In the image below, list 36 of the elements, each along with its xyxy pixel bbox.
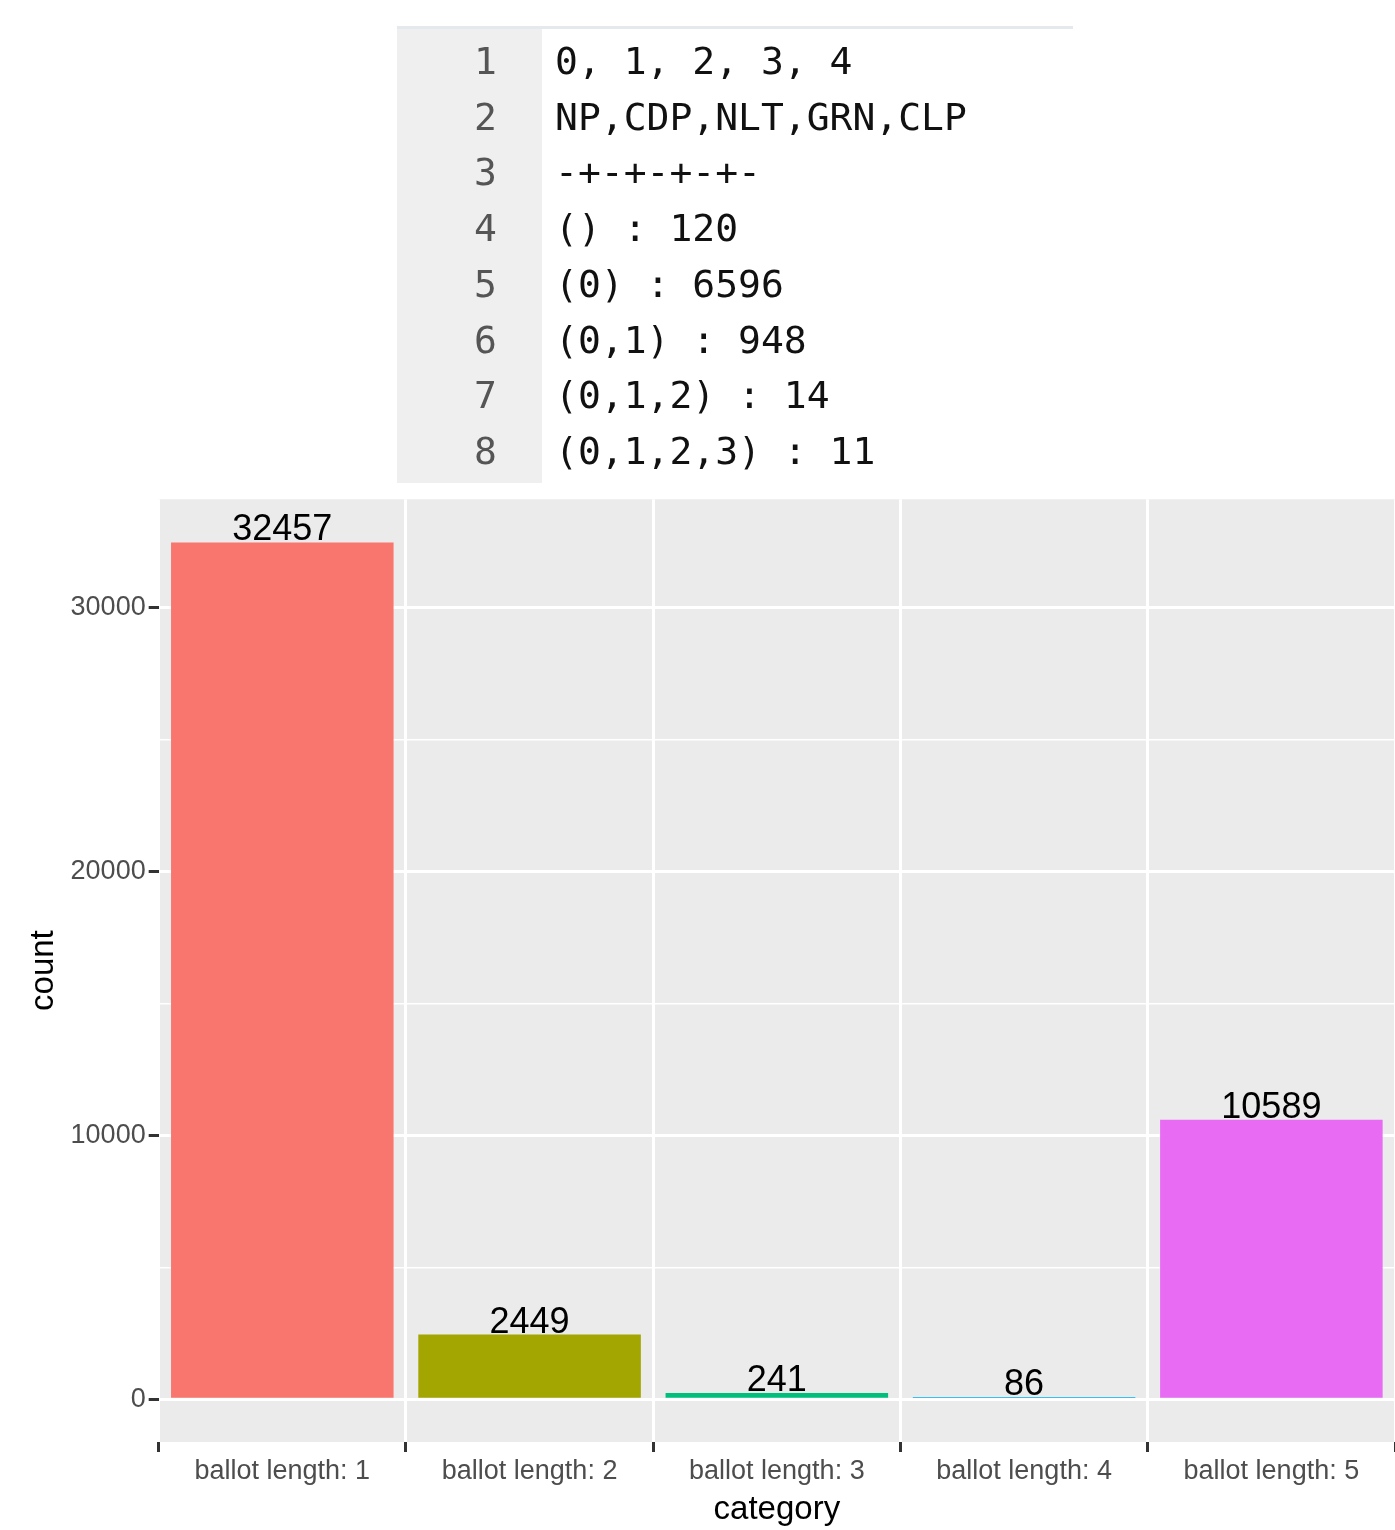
x-tick-label: ballot length: 5: [1183, 1454, 1360, 1485]
text: (0,1,2,3) : 11: [555, 428, 876, 473]
x-tick-label: ballot length: 4: [936, 1454, 1112, 1485]
text: 1: [473, 39, 497, 83]
text: (0) : 6596: [555, 261, 784, 306]
text: 3: [473, 150, 497, 195]
data-label: 10589: [1221, 1084, 1322, 1126]
text: 2: [473, 94, 497, 139]
y-axis-title: count: [22, 930, 60, 1011]
y-tick-label: 30000: [70, 590, 146, 621]
text: (0,1,2) : 14: [555, 373, 830, 418]
text: () : 120: [555, 206, 739, 251]
data-label: 241: [746, 1357, 807, 1399]
text: (0,1) : 948: [555, 317, 807, 362]
text: 7: [473, 373, 497, 418]
data-label: 32457: [232, 507, 333, 549]
bar: [171, 542, 394, 1398]
x-tick-label: ballot length: 3: [689, 1454, 865, 1485]
text: 8: [473, 428, 497, 473]
data-label: 86: [1004, 1361, 1045, 1403]
data-label: 2449: [489, 1299, 570, 1341]
text: 5: [473, 261, 497, 306]
x-tick-label: ballot length: 2: [441, 1454, 618, 1485]
text: 0, 1, 2, 3, 4: [555, 39, 853, 83]
x-axis-title: category: [713, 1489, 841, 1527]
x-tick-label: ballot length: 1: [194, 1454, 371, 1485]
bar: [418, 1334, 641, 1398]
text: -+-+-+-+-: [555, 150, 761, 195]
bar: [665, 1392, 889, 1398]
bar: [1160, 1119, 1383, 1398]
text: NP,CDP,NLT,GRN,CLP: [555, 94, 967, 139]
y-tick-label: 0: [130, 1382, 146, 1413]
text: 4: [473, 206, 497, 251]
y-tick-label: 20000: [70, 854, 146, 885]
text: 6: [473, 317, 497, 362]
y-tick-label: 10000: [70, 1118, 146, 1149]
